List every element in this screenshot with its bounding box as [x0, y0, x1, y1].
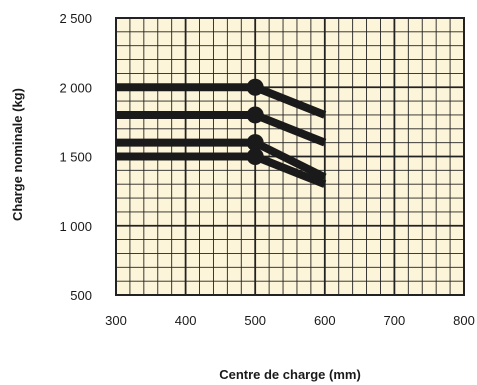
- x-axis-ticks: 300 400 500 600 700 800: [105, 313, 475, 328]
- series-marker-4: [246, 148, 264, 165]
- x-tick-label: 800: [453, 313, 475, 328]
- y-tick-label: 2 500: [59, 11, 92, 26]
- y-tick-label: 1 500: [59, 150, 92, 165]
- x-tick-label: 600: [314, 313, 336, 328]
- y-axis-title: Charge nominale (kg): [10, 88, 25, 221]
- series-marker-3: [246, 134, 264, 152]
- y-axis-ticks: 500 1 000 1 500 2 000 2 500: [59, 11, 92, 303]
- series-marker-2: [246, 106, 264, 124]
- series-layer: [116, 78, 327, 188]
- x-tick-label: 500: [244, 313, 266, 328]
- x-tick-label: 400: [175, 313, 197, 328]
- y-tick-label: 2 000: [59, 80, 92, 95]
- x-tick-label: 700: [384, 313, 406, 328]
- y-tick-label: 1 000: [59, 219, 92, 234]
- y-tick-label: 500: [70, 288, 92, 303]
- x-tick-label: 300: [105, 313, 127, 328]
- series-marker-1: [246, 78, 264, 96]
- x-axis-title: Centre de charge (mm): [219, 367, 361, 382]
